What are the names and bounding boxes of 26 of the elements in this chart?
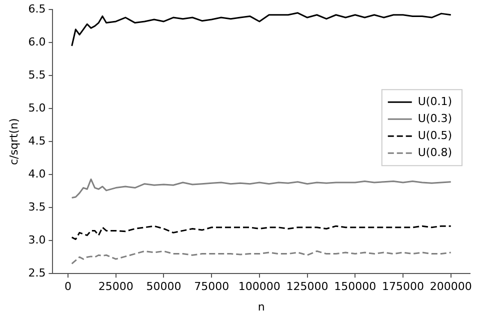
y-tick-label: 5.5: [28, 68, 46, 82]
y-tick-label: 3.0: [28, 233, 46, 246]
x-tick-label: 25000: [98, 280, 134, 294]
x-tick-label: 50000: [146, 280, 182, 294]
y-tick-label: 5.0: [28, 101, 46, 114]
line-series: [71, 225, 452, 240]
legend-label: U(0.8): [418, 146, 452, 159]
x-tick-label: 0: [64, 280, 72, 294]
y-tick-label: 4.5: [28, 134, 46, 148]
x-tick-label: 150000: [334, 280, 376, 294]
x-tick-label: 175000: [382, 280, 424, 294]
y-tick-label: 3.5: [28, 200, 46, 214]
x-tick-label: 100000: [238, 280, 280, 294]
x-tick-label: 125000: [286, 280, 328, 294]
y-tick-label: 4.0: [28, 167, 46, 180]
legend-label: U(0.3): [418, 112, 452, 125]
line-series: [71, 250, 452, 264]
x-axis-title: n: [258, 300, 265, 314]
y-tick-label: 6.5: [28, 2, 46, 16]
y-tick-label: 6.0: [28, 35, 46, 48]
y-axis-title: c/sqrt(n): [7, 118, 20, 166]
legend-label: U(0.5): [418, 128, 452, 142]
x-tick-label: 200000: [430, 280, 472, 294]
legend-label: U(0.1): [418, 94, 452, 108]
x-tick-label: 75000: [194, 280, 230, 294]
y-tick-label: 2.5: [28, 266, 46, 280]
